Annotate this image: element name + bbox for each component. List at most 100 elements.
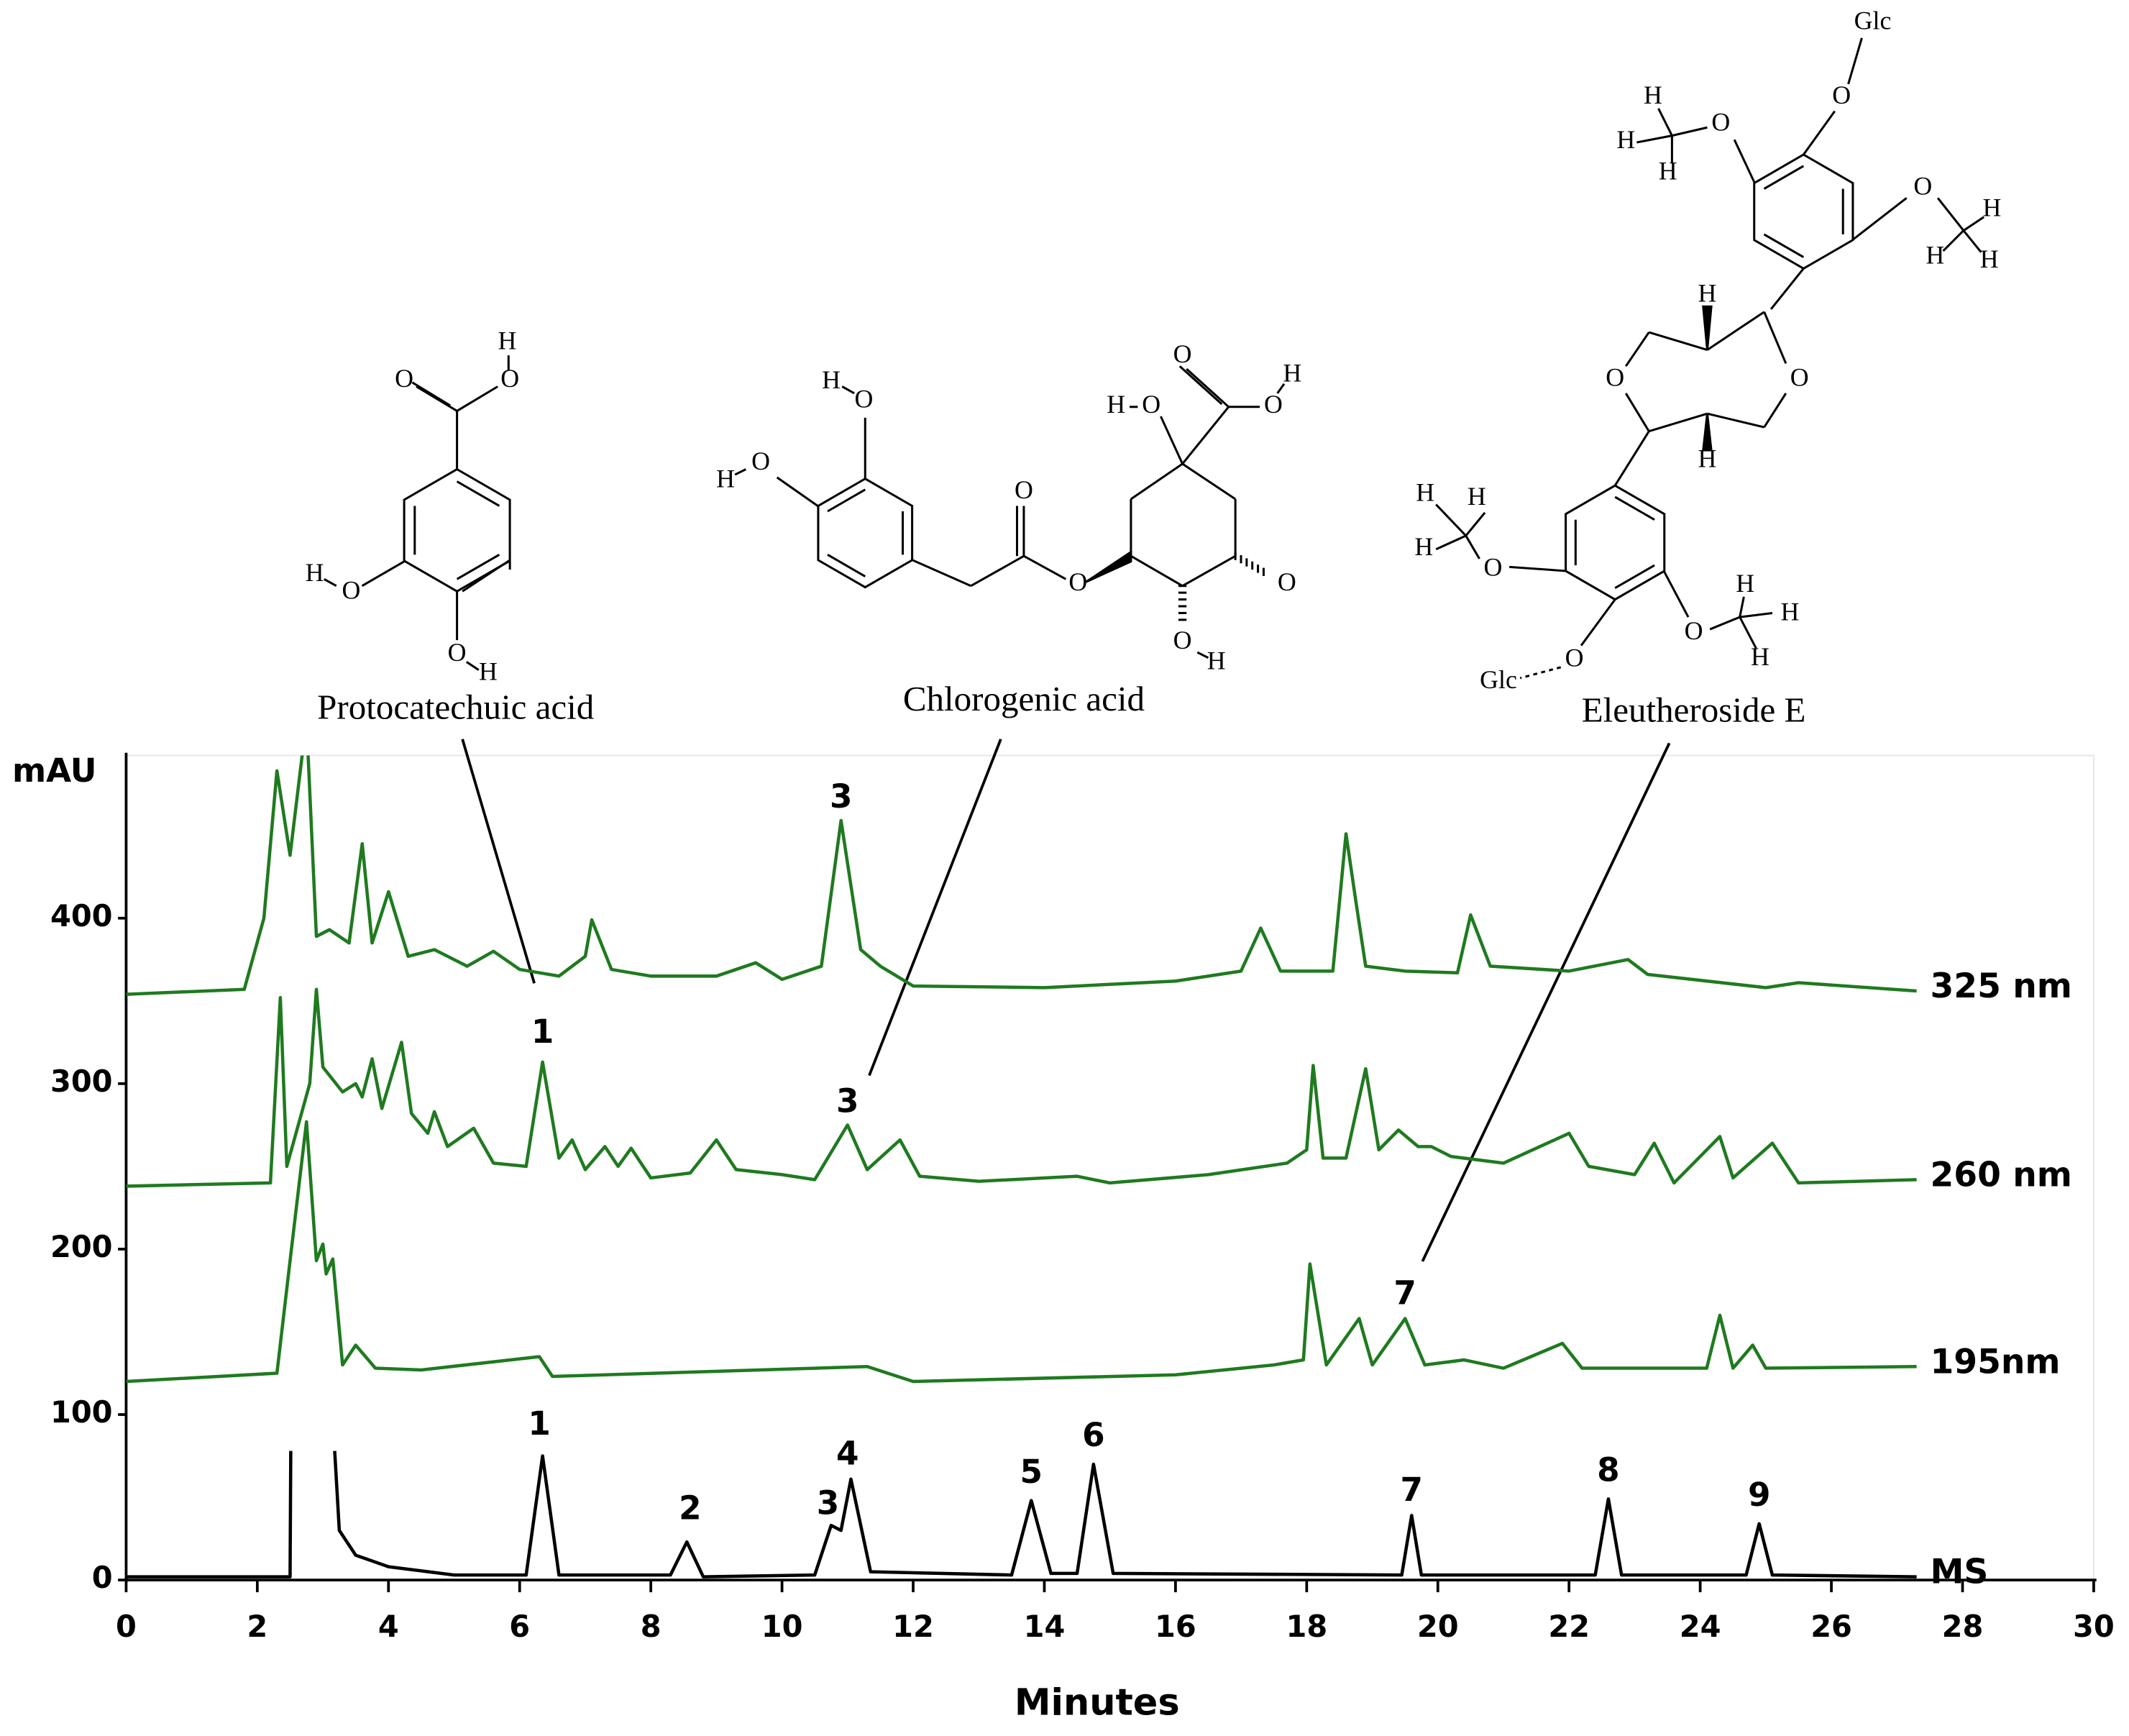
bond [1160, 416, 1183, 465]
bond [1763, 233, 1805, 258]
bond [1739, 596, 1745, 618]
atom-label: H [1207, 646, 1226, 675]
atom-label: O [751, 447, 770, 475]
x-tick-label: 26 [1810, 1609, 1852, 1644]
bond [1936, 197, 1965, 232]
bond [456, 385, 498, 412]
bond [361, 560, 405, 588]
atom-label: O [1173, 339, 1192, 368]
x-tick-label: 20 [1417, 1609, 1459, 1644]
x-tick-label: 8 [641, 1609, 661, 1644]
bond [1657, 108, 1673, 137]
y-tick-label: 200 [50, 1229, 113, 1264]
bond [1614, 495, 1655, 521]
wedge [1702, 414, 1713, 452]
bond [827, 554, 866, 577]
bond [1709, 616, 1741, 631]
peak-label: 7 [1401, 1471, 1424, 1509]
x-tick-label: 4 [378, 1609, 399, 1644]
peak-label: 8 [1597, 1451, 1620, 1489]
x-tick-label: 10 [761, 1609, 803, 1644]
atom-label: O [395, 364, 413, 393]
atom-label: O [1790, 362, 1809, 391]
bond [1648, 412, 1708, 433]
leader-line [1421, 742, 1671, 1262]
atom-label: O [342, 575, 361, 604]
bond [465, 661, 480, 671]
bond [1763, 165, 1805, 190]
y-tick-label: 100 [50, 1394, 113, 1430]
bond [462, 559, 510, 593]
structures [324, 37, 1985, 680]
trace [126, 755, 1917, 996]
bond [1942, 229, 1964, 252]
bond [411, 381, 451, 407]
atom-label: H [1644, 81, 1662, 109]
trace [126, 987, 1917, 1188]
atom-label: H [1616, 125, 1635, 154]
bond [1763, 393, 1787, 428]
atom-label: O [1278, 567, 1296, 596]
atom-label: O [1068, 567, 1087, 596]
peak-label: 1 [528, 1404, 551, 1443]
leader-line [461, 739, 536, 984]
x-tick-label: 22 [1548, 1609, 1590, 1644]
bond [1636, 134, 1672, 144]
atom-label: O [1142, 390, 1160, 419]
bond [1276, 383, 1286, 394]
atom-label: H [1283, 359, 1301, 388]
bond [1465, 535, 1480, 559]
x-axis-label: Minutes [1015, 1682, 1180, 1724]
x-tick-label: 16 [1155, 1609, 1196, 1644]
wedge [1702, 305, 1713, 350]
bond [1662, 570, 1690, 618]
bond [1769, 268, 1805, 310]
atom-label: O [1173, 626, 1192, 654]
bond [1614, 564, 1655, 590]
x-tick-label: 30 [2073, 1609, 2115, 1644]
bond [1851, 197, 1908, 242]
peak-label: 6 [1082, 1416, 1105, 1454]
bond [1672, 126, 1708, 137]
plot-frame [125, 754, 2094, 1581]
bond [1130, 554, 1183, 588]
atom-label: H [479, 657, 498, 686]
bond [1624, 393, 1650, 432]
bond [1963, 216, 1985, 232]
series-label: 260 nm [1931, 1156, 2072, 1195]
atom-label: H [1926, 241, 1944, 270]
atom-label: O [1565, 644, 1584, 672]
atom-label: O [1264, 390, 1283, 419]
atom-label: O [448, 638, 467, 667]
x-tick-label: 24 [1680, 1609, 1721, 1644]
bond [1803, 110, 1836, 155]
atom-label: O [1913, 171, 1932, 200]
bond [1465, 511, 1486, 536]
bond [1181, 554, 1236, 588]
atom-label: H [1751, 642, 1769, 671]
atom-label: O [1832, 81, 1851, 109]
bond [1435, 534, 1467, 551]
ring [403, 467, 511, 593]
bond [324, 577, 337, 588]
bond [1706, 311, 1765, 351]
bond [841, 385, 855, 395]
bond [1023, 554, 1067, 580]
atom-label: Glc [1854, 6, 1892, 35]
bond [1962, 229, 1982, 253]
peak-label: 4 [836, 1435, 859, 1473]
y-tick-label: 400 [50, 898, 113, 933]
compound-name: Chlorogenic acid [903, 679, 1145, 718]
atom-label: H [1736, 569, 1754, 598]
trace [126, 1451, 1917, 1579]
atom-label: O [1484, 552, 1503, 581]
x-tick-label: 14 [1024, 1609, 1066, 1644]
x-tick-label: 28 [1942, 1609, 1984, 1644]
atom-label: H [306, 558, 324, 587]
atom-label: H [1659, 157, 1677, 186]
atom-label: H [1980, 245, 1999, 273]
atom-label: H [1468, 482, 1486, 511]
atom-label: O [1015, 475, 1033, 504]
series-label: MS [1931, 1553, 1989, 1592]
